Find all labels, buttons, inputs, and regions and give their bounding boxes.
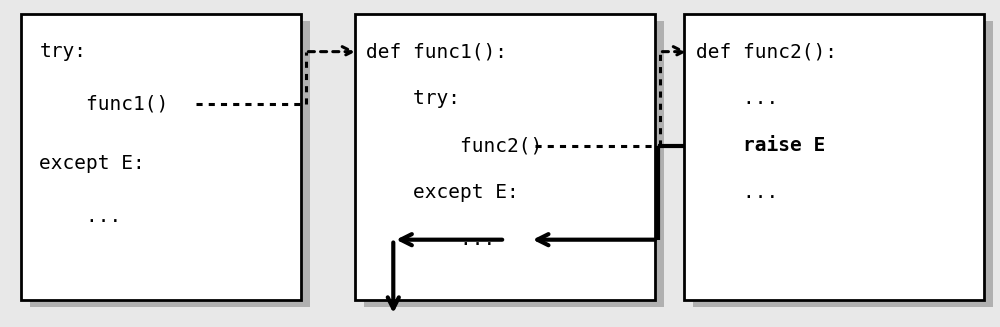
Text: except E:: except E: xyxy=(366,183,519,202)
Text: except E:: except E: xyxy=(39,154,145,173)
Text: func1(): func1() xyxy=(39,94,169,113)
Text: def func1():: def func1(): xyxy=(366,42,507,61)
Text: try:: try: xyxy=(366,89,460,108)
Bar xyxy=(684,14,984,300)
Text: ...: ... xyxy=(39,208,122,227)
Text: ...: ... xyxy=(366,230,496,249)
Bar xyxy=(364,22,664,307)
Text: ...: ... xyxy=(696,183,779,202)
Bar xyxy=(693,22,993,307)
Bar xyxy=(21,14,301,300)
Text: try:: try: xyxy=(39,42,86,61)
Text: ...: ... xyxy=(696,89,779,108)
Bar xyxy=(30,22,310,307)
Bar xyxy=(355,14,655,300)
Text: func2(): func2() xyxy=(366,136,543,155)
Text: raise E: raise E xyxy=(696,136,826,155)
Text: def func2():: def func2(): xyxy=(696,42,837,61)
